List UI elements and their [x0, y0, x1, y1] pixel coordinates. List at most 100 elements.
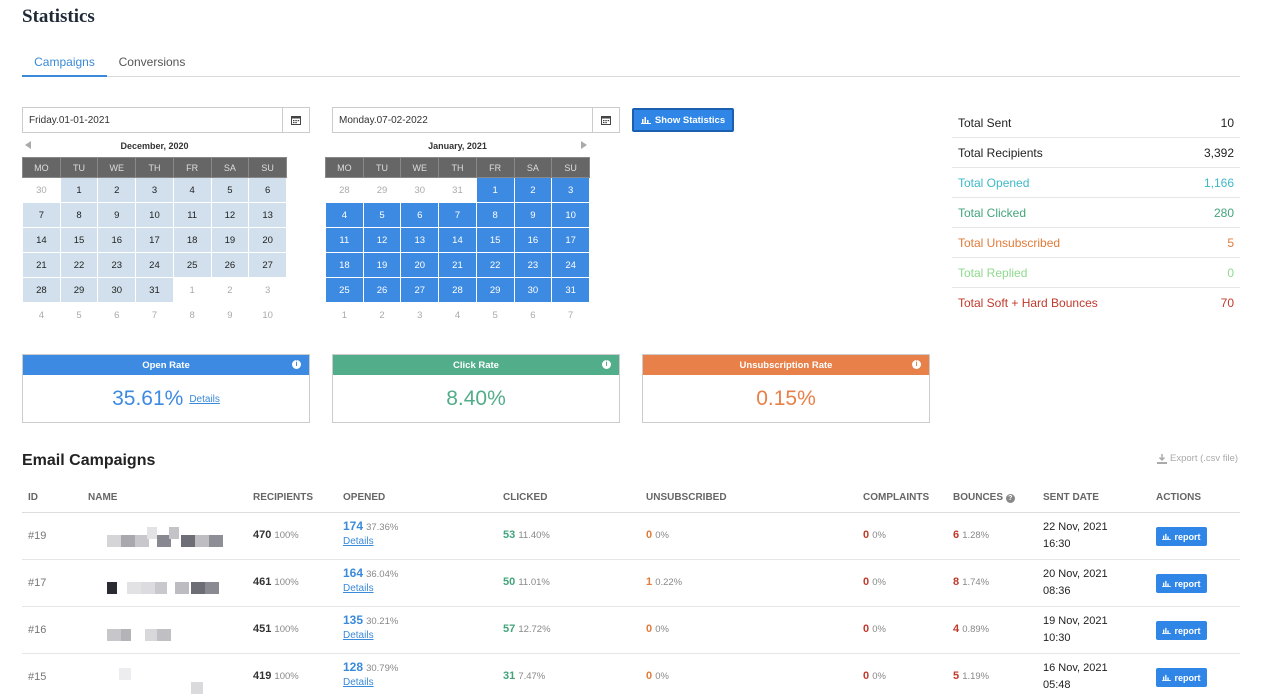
calendar-day[interactable]: 16 [513, 227, 553, 253]
calendar-day[interactable]: 18 [325, 252, 364, 278]
report-button[interactable]: report [1156, 668, 1207, 687]
calendar-day[interactable]: 27 [248, 252, 287, 278]
calendar-day[interactable]: 19 [362, 252, 402, 278]
report-button[interactable]: report [1156, 621, 1207, 640]
calendar-day[interactable]: 24 [551, 252, 590, 278]
calendar-day[interactable]: 1 [475, 177, 515, 203]
report-button[interactable]: report [1156, 574, 1207, 593]
calendar-day[interactable]: 15 [475, 227, 515, 253]
calendar-day[interactable]: 6 [97, 302, 137, 328]
calendar-day[interactable]: 17 [135, 227, 174, 253]
calendar-day[interactable]: 6 [513, 302, 553, 328]
calendar-day[interactable]: 28 [438, 277, 477, 303]
calendar-day[interactable]: 29 [475, 277, 515, 303]
calendar-day[interactable]: 27 [400, 277, 440, 303]
calendar-day[interactable]: 3 [551, 177, 590, 203]
calendar-day[interactable]: 14 [22, 227, 61, 253]
calendar-day[interactable]: 13 [400, 227, 440, 253]
calendar-day[interactable]: 21 [438, 252, 477, 278]
calendar-day[interactable]: 16 [97, 227, 137, 253]
calendar-day[interactable]: 26 [210, 252, 250, 278]
end-date-calendar-button[interactable] [592, 108, 619, 132]
calendar-day[interactable]: 24 [135, 252, 174, 278]
calendar-day[interactable]: 22 [475, 252, 515, 278]
calendar-day[interactable]: 28 [22, 277, 61, 303]
calendar-day[interactable]: 5 [362, 202, 402, 228]
end-date-input[interactable] [333, 108, 583, 132]
calendar-day[interactable]: 23 [97, 252, 137, 278]
calendar-day[interactable]: 5 [210, 177, 250, 203]
calendar-day[interactable]: 9 [97, 202, 137, 228]
tab-campaigns[interactable]: Campaigns [22, 52, 107, 77]
calendar-day[interactable]: 3 [248, 277, 287, 303]
calendar-day[interactable]: 6 [248, 177, 287, 203]
calendar-day[interactable]: 8 [475, 202, 515, 228]
calendar-day[interactable]: 30 [513, 277, 553, 303]
calendar-day[interactable]: 5 [475, 302, 515, 328]
export-csv-link[interactable]: Export (.csv file) [1157, 453, 1238, 464]
calendar-day[interactable]: 15 [59, 227, 99, 253]
calendar-day[interactable]: 10 [248, 302, 287, 328]
calendar-day[interactable]: 2 [97, 177, 137, 203]
calendar-day[interactable]: 30 [400, 177, 440, 203]
calendar-day[interactable]: 11 [172, 202, 212, 228]
report-button[interactable]: report [1156, 527, 1207, 546]
calendar-day[interactable]: 7 [135, 302, 174, 328]
calendar-day[interactable]: 1 [172, 277, 212, 303]
calendar-day[interactable]: 8 [59, 202, 99, 228]
calendar-day[interactable]: 2 [210, 277, 250, 303]
calendar-day[interactable]: 23 [513, 252, 553, 278]
calendar-day[interactable]: 5 [59, 302, 99, 328]
calendar-day[interactable]: 9 [210, 302, 250, 328]
calendar-day[interactable]: 20 [248, 227, 287, 253]
calendar-day[interactable]: 3 [400, 302, 440, 328]
calendar-day[interactable]: 4 [172, 177, 212, 203]
calendar-day[interactable]: 30 [22, 177, 61, 203]
start-date-calendar-button[interactable] [282, 108, 309, 132]
next-month-icon[interactable] [581, 141, 587, 149]
start-date-input[interactable] [23, 108, 273, 132]
calendar-day[interactable]: 21 [22, 252, 61, 278]
calendar-day[interactable]: 13 [248, 202, 287, 228]
calendar-day[interactable]: 29 [59, 277, 99, 303]
calendar-day[interactable]: 12 [362, 227, 402, 253]
calendar-day[interactable]: 2 [513, 177, 553, 203]
calendar-day[interactable]: 31 [135, 277, 174, 303]
calendar-day[interactable]: 28 [325, 177, 364, 203]
prev-month-icon[interactable] [25, 141, 31, 149]
calendar-day[interactable]: 6 [400, 202, 440, 228]
calendar-day[interactable]: 4 [438, 302, 477, 328]
calendar-day[interactable]: 14 [438, 227, 477, 253]
calendar-day[interactable]: 12 [210, 202, 250, 228]
calendar-day[interactable]: 10 [551, 202, 590, 228]
open-rate-details-link[interactable]: Details [189, 393, 220, 405]
calendar-day[interactable]: 26 [362, 277, 402, 303]
calendar-day[interactable]: 30 [97, 277, 137, 303]
calendar-day[interactable]: 17 [551, 227, 590, 253]
calendar-day[interactable]: 1 [59, 177, 99, 203]
tab-conversions[interactable]: Conversions [118, 55, 186, 69]
calendar-day[interactable]: 2 [362, 302, 402, 328]
help-icon[interactable]: ? [1005, 494, 1015, 503]
calendar-day[interactable]: 19 [210, 227, 250, 253]
opened-details-link[interactable]: Details [343, 583, 374, 594]
calendar-day[interactable]: 7 [22, 202, 61, 228]
calendar-day[interactable]: 8 [172, 302, 212, 328]
calendar-day[interactable]: 31 [438, 177, 477, 203]
calendar-day[interactable]: 4 [22, 302, 61, 328]
opened-details-link[interactable]: Details [343, 630, 374, 641]
calendar-day[interactable]: 9 [513, 202, 553, 228]
calendar-day[interactable]: 25 [325, 277, 364, 303]
opened-details-link[interactable]: Details [343, 536, 374, 547]
calendar-day[interactable]: 18 [172, 227, 212, 253]
calendar-day[interactable]: 22 [59, 252, 99, 278]
calendar-day[interactable]: 11 [325, 227, 364, 253]
calendar-day[interactable]: 3 [135, 177, 174, 203]
calendar-day[interactable]: 10 [135, 202, 174, 228]
opened-details-link[interactable]: Details [343, 677, 374, 688]
calendar-day[interactable]: 20 [400, 252, 440, 278]
calendar-day[interactable]: 7 [438, 202, 477, 228]
show-statistics-button[interactable]: Show Statistics [632, 108, 734, 132]
calendar-day[interactable]: 31 [551, 277, 590, 303]
calendar-day[interactable]: 4 [325, 202, 364, 228]
